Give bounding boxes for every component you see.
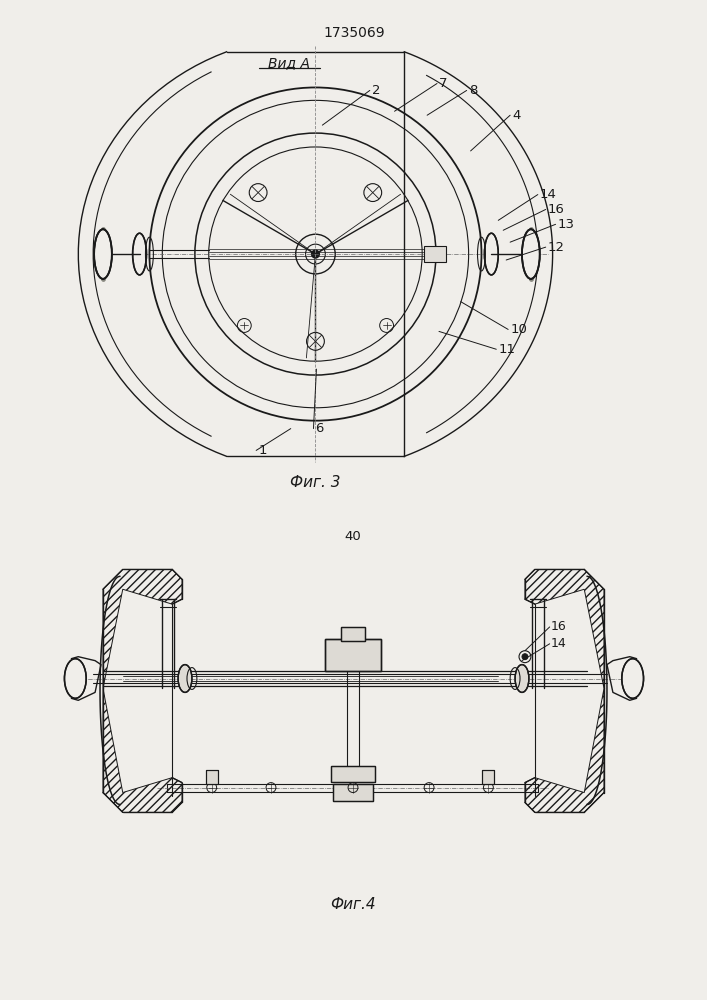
Bar — [332, 766, 375, 782]
Ellipse shape — [178, 665, 192, 692]
Text: 6: 6 — [315, 422, 324, 435]
Text: 40: 40 — [344, 530, 361, 543]
Text: 2: 2 — [372, 84, 380, 97]
Text: Фиг. 3: Фиг. 3 — [290, 475, 341, 490]
Bar — [424, 246, 446, 262]
Bar — [341, 627, 365, 641]
Bar — [341, 627, 365, 641]
Text: Фиг.4: Фиг.4 — [330, 897, 376, 912]
Text: 4: 4 — [512, 109, 520, 122]
Text: 1735069: 1735069 — [323, 26, 385, 40]
Bar — [482, 770, 494, 784]
Text: 10: 10 — [510, 323, 527, 336]
Ellipse shape — [522, 229, 539, 279]
Text: 7: 7 — [439, 77, 448, 90]
Bar — [332, 766, 375, 782]
Text: 12: 12 — [548, 241, 565, 254]
Circle shape — [312, 250, 320, 258]
Ellipse shape — [484, 233, 498, 275]
Text: 14: 14 — [539, 188, 556, 201]
Ellipse shape — [515, 665, 529, 692]
Circle shape — [522, 654, 528, 660]
Text: 8: 8 — [469, 84, 477, 97]
Text: 16: 16 — [551, 620, 566, 633]
Bar — [333, 784, 373, 801]
Text: 1: 1 — [258, 444, 267, 457]
Ellipse shape — [133, 233, 146, 275]
Text: Вид A: Вид A — [268, 56, 310, 70]
Text: 11: 11 — [498, 343, 515, 356]
Bar — [325, 639, 380, 671]
Ellipse shape — [64, 659, 86, 698]
Bar — [206, 770, 218, 784]
Text: 13: 13 — [558, 218, 575, 231]
Bar — [325, 639, 380, 671]
Ellipse shape — [94, 229, 112, 279]
Ellipse shape — [621, 659, 643, 698]
Text: 14: 14 — [551, 637, 566, 650]
Bar — [482, 770, 494, 784]
Bar — [206, 770, 218, 784]
Text: 16: 16 — [548, 203, 565, 216]
Bar — [333, 784, 373, 801]
